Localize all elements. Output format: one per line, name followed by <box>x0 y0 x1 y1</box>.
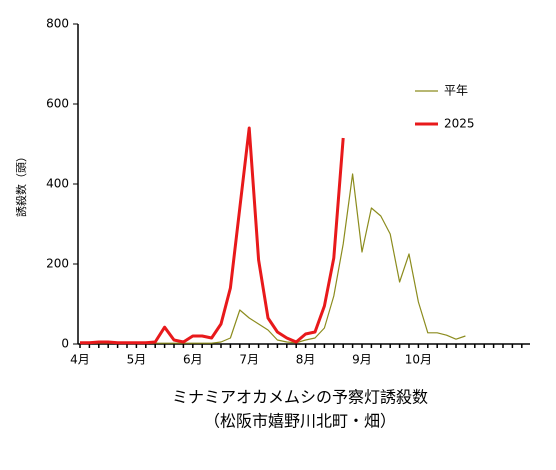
y-tick-label: 600 <box>46 97 69 111</box>
y-tick-label: 800 <box>46 17 69 31</box>
legend-label: 2025 <box>444 117 475 131</box>
series-line <box>80 126 345 345</box>
chart-subtitle: （松阪市嬉野川北町・畑） <box>204 412 396 431</box>
x-tick-label: 6月 <box>183 353 203 367</box>
y-axis-label: 誘殺数（頭） <box>14 151 28 217</box>
x-tick-label: 10月 <box>405 353 432 367</box>
legend-label: 平年 <box>444 84 468 98</box>
series-line <box>80 173 466 344</box>
x-tick-label: 5月 <box>127 353 147 367</box>
x-tick-label: 7月 <box>239 353 259 367</box>
x-tick-label: 9月 <box>352 353 372 367</box>
chart-title: ミナミアオカメムシの予察灯誘殺数 <box>172 388 428 407</box>
y-tick-label: 400 <box>46 177 69 191</box>
y-tick-label: 200 <box>46 257 69 271</box>
y-tick-label: 0 <box>61 337 69 351</box>
x-tick-label: 4月 <box>70 353 90 367</box>
x-tick-label: 8月 <box>296 353 316 367</box>
